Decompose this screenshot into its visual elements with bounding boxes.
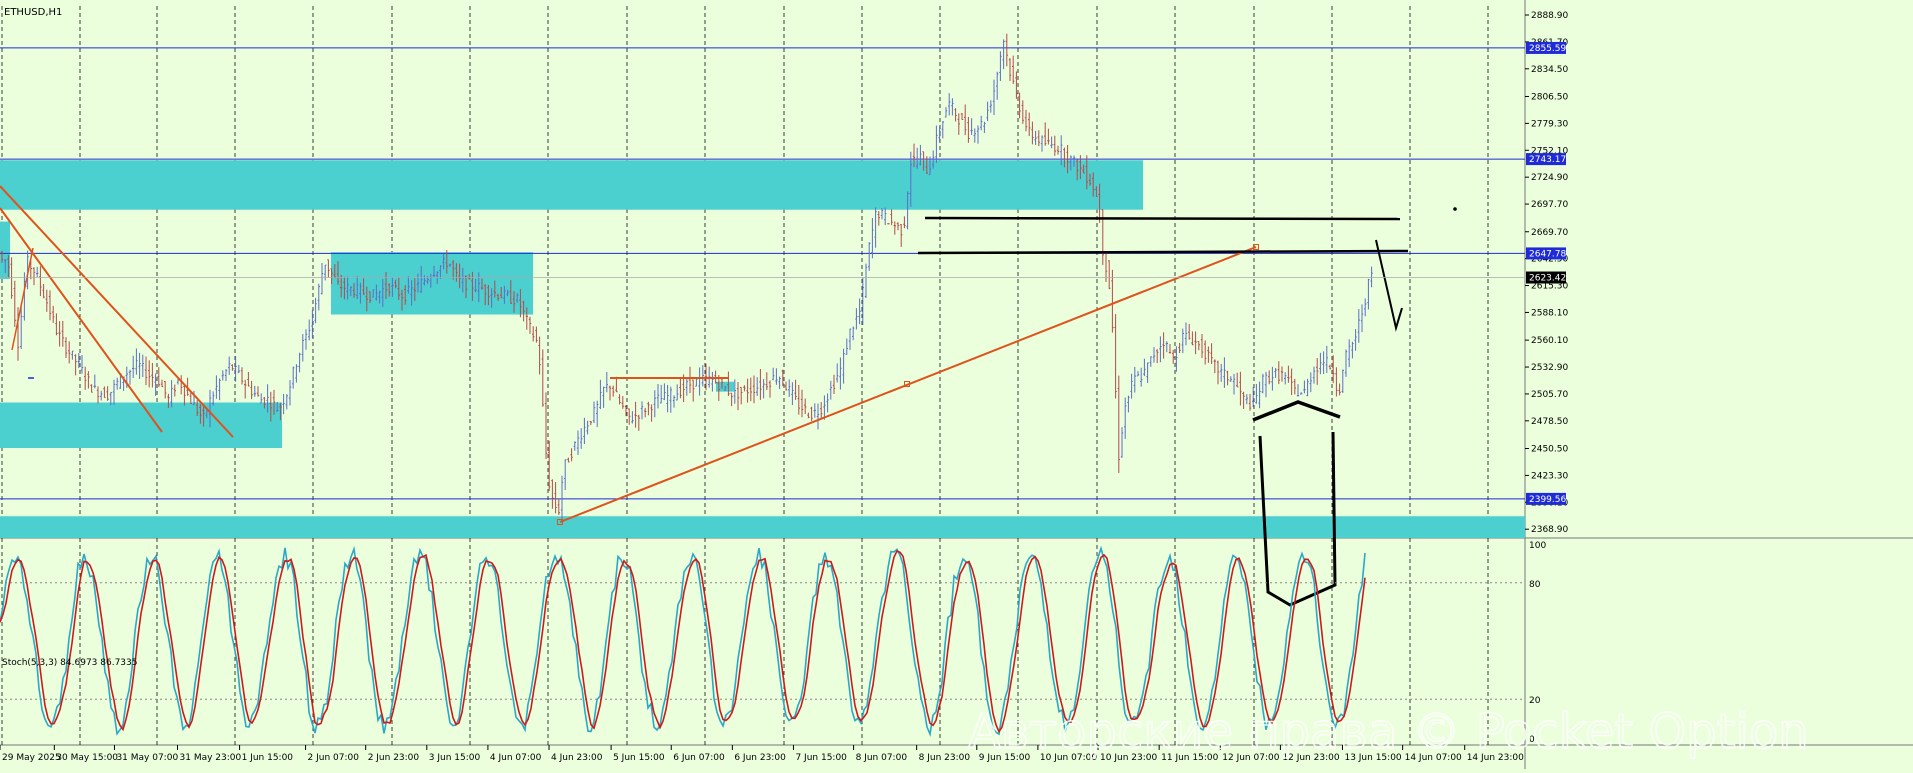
stoch-label: Stoch(5,3,3) 84.6973 86.7335 bbox=[2, 658, 137, 668]
stoch-axis-label: 0 bbox=[1529, 735, 1535, 745]
y-tick-label: 2478.50 bbox=[1531, 417, 1568, 427]
y-tick-label: 2642.50 bbox=[1531, 255, 1568, 265]
symbol-label: ETHUSD,H1 bbox=[4, 7, 62, 18]
trend-line bbox=[11, 247, 34, 351]
zone-rect bbox=[0, 402, 282, 449]
y-tick-label: 2888.90 bbox=[1531, 11, 1568, 21]
pattern-line bbox=[1252, 400, 1341, 422]
x-tick-label: 8 Jun 23:00 bbox=[919, 753, 971, 763]
zone-rect bbox=[0, 221, 10, 279]
stoch-axis-label: 100 bbox=[1529, 541, 1546, 551]
x-tick-label: 10 Jun 07:00 bbox=[1040, 753, 1097, 763]
x-tick-label: 31 May 23:00 bbox=[180, 753, 242, 763]
dot-mark bbox=[1453, 207, 1457, 211]
pattern-line bbox=[1258, 431, 1337, 607]
x-tick-label: 12 Jun 23:00 bbox=[1282, 753, 1339, 763]
stochastic-panel: 100 80 20 0 bbox=[0, 541, 1546, 745]
zone-rect bbox=[331, 252, 533, 315]
y-tick-label: 2615.30 bbox=[1531, 282, 1568, 292]
watermark: Авторские права © Pocket Option bbox=[968, 704, 1809, 760]
anchor-point bbox=[557, 519, 563, 525]
y-tick-label: 2697.70 bbox=[1531, 200, 1568, 210]
stoch-axis-label: 80 bbox=[1529, 580, 1541, 590]
x-tick-label: 6 Jun 23:00 bbox=[734, 753, 786, 763]
x-tick-label: 1 Jun 15:00 bbox=[242, 753, 294, 763]
demand-supply-zones bbox=[0, 160, 1525, 538]
down-arrow bbox=[1375, 239, 1403, 332]
level-price-tag bbox=[1526, 41, 1566, 54]
x-tick-label: 14 Jun 23:00 bbox=[1467, 753, 1524, 763]
level-price-label: 2399.56 bbox=[1529, 495, 1566, 505]
x-tick-label: 30 May 15:00 bbox=[56, 753, 118, 763]
level-price-tag bbox=[1526, 247, 1566, 260]
y-tick-label: 2505.70 bbox=[1531, 390, 1568, 400]
price-axis: 2888.902861.702834.502806.502779.302752.… bbox=[0, 11, 1568, 535]
x-tick-label: 4 Jun 07:00 bbox=[490, 753, 542, 763]
stoch-signal-line bbox=[0, 549, 1366, 734]
horizontal-levels bbox=[0, 47, 1525, 500]
stoch-main-line bbox=[0, 545, 1366, 738]
level-price-tag bbox=[1526, 153, 1566, 166]
y-tick-label: 2560.10 bbox=[1531, 336, 1568, 346]
drawings bbox=[0, 185, 1457, 607]
level-price-label: 2743.17 bbox=[1529, 155, 1566, 165]
resistance-line bbox=[924, 216, 1401, 221]
candles bbox=[0, 33, 1373, 523]
x-tick-label: 12 Jun 07:00 bbox=[1222, 753, 1279, 763]
zone-rect bbox=[0, 516, 1525, 538]
x-tick-label: 4 Jun 23:00 bbox=[551, 753, 603, 763]
x-tick-label: 11 Jun 15:00 bbox=[1161, 753, 1218, 763]
y-tick-label: 2423.30 bbox=[1531, 471, 1568, 481]
y-tick-label: 2752.10 bbox=[1531, 146, 1568, 156]
current-price-tag bbox=[1526, 271, 1566, 284]
stoch-axis-label: 20 bbox=[1529, 696, 1541, 706]
level-price-tag bbox=[1526, 492, 1566, 505]
y-tick-label: 2368.90 bbox=[1531, 525, 1568, 535]
level-price-label: 2647.78 bbox=[1529, 249, 1566, 259]
x-tick-label: 8 Jun 07:00 bbox=[856, 753, 908, 763]
x-tick-label: 2 Jun 23:00 bbox=[368, 753, 420, 763]
y-tick-label: 2588.10 bbox=[1531, 308, 1568, 318]
y-tick-label: 2834.50 bbox=[1531, 65, 1568, 75]
x-tick-label: 29 May 2025 bbox=[2, 753, 61, 763]
resistance-line bbox=[917, 249, 1409, 255]
x-tick-label: 6 Jun 07:00 bbox=[673, 753, 725, 763]
current-price-label: 2623.42 bbox=[1529, 274, 1566, 284]
x-tick-label: 14 Jun 07:00 bbox=[1405, 753, 1462, 763]
trend-line bbox=[0, 185, 234, 438]
y-tick-label: 2806.50 bbox=[1531, 92, 1568, 102]
level-price-label: 2855.59 bbox=[1529, 44, 1566, 54]
y-tick-label: 2532.90 bbox=[1531, 363, 1568, 373]
x-tick-label: 13 Jun 15:00 bbox=[1344, 753, 1401, 763]
x-tick-label: 2 Jun 07:00 bbox=[308, 753, 360, 763]
trend-line bbox=[0, 207, 163, 433]
x-tick-label: 5 Jun 15:00 bbox=[613, 753, 665, 763]
anchor-point bbox=[1253, 244, 1259, 250]
anchor-point bbox=[904, 381, 910, 387]
trend-line bbox=[559, 246, 1257, 523]
x-tick-label: 10 Jun 23:00 bbox=[1100, 753, 1157, 763]
x-tick-label: 7 Jun 15:00 bbox=[795, 753, 847, 763]
y-tick-label: 2450.50 bbox=[1531, 445, 1568, 455]
x-tick-label: 31 May 07:00 bbox=[116, 753, 178, 763]
y-tick-label: 2669.70 bbox=[1531, 228, 1568, 238]
y-tick-label: 2724.90 bbox=[1531, 173, 1568, 183]
x-tick-label: 9 Jun 15:00 bbox=[979, 753, 1031, 763]
x-tick-label: 3 Jun 15:00 bbox=[429, 753, 481, 763]
y-tick-label: 2779.30 bbox=[1531, 119, 1568, 129]
zone-rect bbox=[0, 160, 1143, 210]
